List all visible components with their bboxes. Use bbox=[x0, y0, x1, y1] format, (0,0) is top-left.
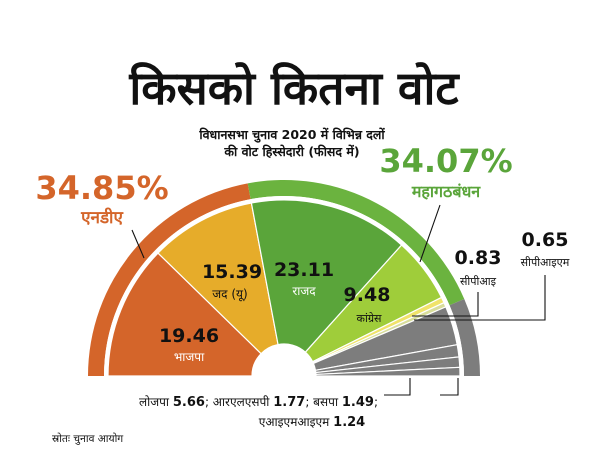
rjd-name: राजद bbox=[292, 284, 316, 298]
others-leader-line bbox=[384, 378, 411, 396]
cpim-leader-line bbox=[414, 275, 546, 321]
cpi-value: 0.83 bbox=[455, 247, 502, 269]
main-title: किसको कितना वोट bbox=[128, 61, 460, 115]
others-leader-line-2 bbox=[440, 378, 459, 396]
nda-label: एनडीए bbox=[80, 207, 123, 228]
congress-name: कांग्रेस bbox=[357, 312, 383, 325]
slice-9 bbox=[315, 366, 461, 377]
ring-mahagathbandhan bbox=[247, 179, 465, 306]
cpi-name: सीपीआइ bbox=[460, 275, 497, 288]
leader-lines bbox=[131, 204, 546, 396]
slice-0 bbox=[107, 252, 262, 377]
bjp-value: 19.46 bbox=[159, 325, 219, 347]
party-slices bbox=[107, 199, 461, 377]
cpim-value: 0.65 bbox=[522, 229, 569, 251]
slice-2 bbox=[250, 199, 403, 354]
ring-others bbox=[449, 299, 481, 376]
cpi-leader-line bbox=[412, 292, 479, 317]
mahagathbandhan-percent: 34.07% bbox=[379, 142, 512, 180]
cpim-name: सीपीआइएम bbox=[521, 256, 570, 269]
subtitle-line-1: विधानसभा चुनाव 2020 में विभिन्न दलों bbox=[198, 127, 385, 143]
jdu-name: जद (यू) bbox=[212, 287, 247, 302]
alliance-ring bbox=[88, 179, 481, 376]
congress-value: 9.48 bbox=[344, 284, 391, 306]
jdu-value: 15.39 bbox=[202, 261, 262, 283]
subtitle-line-2: की वोट हिस्सेदारी (फीसद में) bbox=[223, 144, 359, 159]
bjp-name: भाजपा bbox=[174, 350, 205, 364]
nda-leader-line bbox=[131, 229, 145, 259]
slice-1 bbox=[157, 202, 279, 355]
others-line-1: लोजपा 5.66; आरएलएसपी 1.77; बसपा 1.49; bbox=[139, 395, 378, 410]
others-line-2: एआइएमआइएम 1.24 bbox=[259, 415, 365, 430]
mahagathbandhan-label: महागठबंधन bbox=[411, 182, 481, 201]
nda-percent: 34.85% bbox=[35, 169, 168, 207]
rjd-value: 23.11 bbox=[274, 259, 334, 281]
mahagathbandhan-leader-line bbox=[419, 204, 441, 263]
source-note: स्रोतः चुनाव आयोग bbox=[52, 432, 124, 445]
ring-nda bbox=[88, 183, 251, 376]
